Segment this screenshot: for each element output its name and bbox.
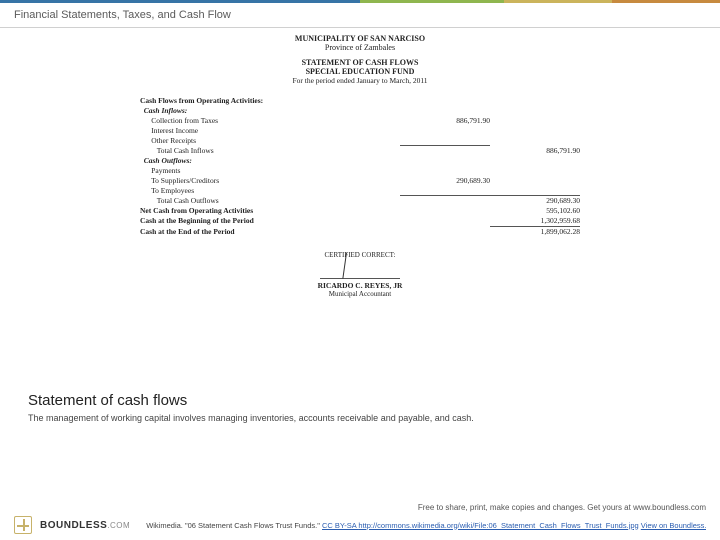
row-amount-1 [400, 206, 490, 216]
row-amount-2 [490, 125, 580, 135]
row-label: Cash Outflows: [140, 155, 400, 165]
table-row: Interest Income [140, 125, 580, 135]
table-row: Cash Inflows: [140, 105, 580, 115]
row-amount-1: 886,791.90 [400, 115, 490, 125]
attrib-source: Wikimedia. [146, 521, 185, 530]
doc-title-1: STATEMENT OF CASH FLOWS [140, 58, 580, 67]
row-amount-2 [490, 185, 580, 195]
table-row: Collection from Taxes886,791.90 [140, 115, 580, 125]
attrib-title: "06 Statement Cash Flows Trust Funds." [185, 521, 322, 530]
table-row: Cash at the End of the Period 1,899,062.2… [140, 226, 580, 237]
table-row: Cash Flows from Operating Activities: [140, 95, 580, 105]
breadcrumb-text: Financial Statements, Taxes, and Cash Fl… [14, 9, 231, 21]
row-label: Collection from Taxes [140, 115, 400, 125]
cashflow-table: Cash Flows from Operating Activities: Ca… [140, 95, 580, 237]
row-amount-2: 595,102.60 [490, 206, 580, 216]
table-row: Cash Outflows: [140, 155, 580, 165]
breadcrumb: Financial Statements, Taxes, and Cash Fl… [0, 3, 720, 28]
row-amount-2 [490, 165, 580, 175]
row-amount-1 [400, 226, 490, 237]
accent-segment [504, 0, 612, 3]
row-amount-1 [400, 135, 490, 145]
row-label: Cash at the End of the Period [140, 226, 400, 237]
row-amount-1 [400, 95, 490, 105]
attrib-source-link[interactable]: http://commons.wikimedia.org/wiki/File:0… [358, 521, 638, 530]
table-row: Other Receipts [140, 135, 580, 145]
row-label: Payments [140, 165, 400, 175]
accent-segment [360, 0, 504, 3]
row-label: Cash Flows from Operating Activities: [140, 95, 400, 105]
row-amount-2: 290,689.30 [490, 195, 580, 206]
row-amount-2: 1,302,959.68 [490, 216, 580, 227]
row-amount-1 [400, 185, 490, 195]
row-label: Total Cash Inflows [140, 145, 400, 155]
row-label: Total Cash Outflows [140, 195, 400, 206]
accent-segment [612, 0, 720, 3]
footer-tagline: Free to share, print, make copies and ch… [14, 503, 706, 512]
table-row: To Employees [140, 185, 580, 195]
row-amount-2 [490, 105, 580, 115]
doc-title-2: SPECIAL EDUCATION FUND [140, 67, 580, 76]
row-amount-2 [490, 95, 580, 105]
document-area: MUNICIPALITY OF SAN NARCISO Province of … [0, 28, 720, 388]
accent-segment [0, 0, 360, 3]
row-amount-2 [490, 175, 580, 185]
table-row: Total Cash Inflows 886,791.90 [140, 145, 580, 155]
row-amount-2 [490, 135, 580, 145]
brand-dotcom: .COM [107, 521, 130, 530]
signature-line [320, 261, 400, 279]
boundless-logo-icon [14, 516, 32, 534]
brand-name: BOUNDLESS [40, 520, 107, 531]
signer-role: Municipal Accountant [140, 290, 580, 298]
row-label: Interest Income [140, 125, 400, 135]
table-row: Cash at the Beginning of the Period 1,302… [140, 216, 580, 227]
caption-desc: The management of working capital involv… [28, 413, 692, 423]
top-accent-bar [0, 0, 720, 3]
row-label: Net Cash from Operating Activities [140, 206, 400, 216]
caption-block: Statement of cash flows The management o… [0, 388, 720, 423]
table-row: To Suppliers/Creditors290,689.30 [140, 175, 580, 185]
row-amount-1: 290,689.30 [400, 175, 490, 185]
row-label: Cash at the Beginning of the Period [140, 216, 400, 227]
row-label: To Employees [140, 185, 400, 195]
table-row: Payments [140, 165, 580, 175]
statement-scan: MUNICIPALITY OF SAN NARCISO Province of … [140, 34, 580, 388]
row-amount-1 [400, 216, 490, 227]
table-row: Total Cash Outflows 290,689.30 [140, 195, 580, 206]
brand-text: BOUNDLESS.COM [40, 520, 130, 531]
row-amount-2 [490, 155, 580, 165]
attribution: Wikimedia. "06 Statement Cash Flows Trus… [138, 521, 706, 530]
row-amount-1 [400, 125, 490, 135]
row-amount-1 [400, 165, 490, 175]
row-label: Cash Inflows: [140, 105, 400, 115]
row-amount-2: 1,899,062.28 [490, 226, 580, 237]
row-amount-1 [400, 195, 490, 206]
doc-period: For the period ended January to March, 2… [140, 76, 580, 85]
table-row: Net Cash from Operating Activities 595,10… [140, 206, 580, 216]
attrib-view-link[interactable]: View on Boundless.com [641, 521, 706, 530]
doc-province: Province of Zambales [140, 43, 580, 52]
row-amount-2: 886,791.90 [490, 145, 580, 155]
footer: Free to share, print, make copies and ch… [0, 503, 720, 534]
row-amount-1 [400, 105, 490, 115]
attrib-license-link[interactable]: CC BY-SA [322, 521, 358, 530]
row-label: Other Receipts [140, 135, 400, 145]
caption-title: Statement of cash flows [28, 392, 692, 409]
row-amount-2 [490, 115, 580, 125]
row-label: To Suppliers/Creditors [140, 175, 400, 185]
row-amount-1 [400, 155, 490, 165]
doc-municipality: MUNICIPALITY OF SAN NARCISO [140, 34, 580, 43]
signer-name: RICARDO C. REYES, JR [140, 281, 580, 290]
row-amount-1 [400, 145, 490, 155]
